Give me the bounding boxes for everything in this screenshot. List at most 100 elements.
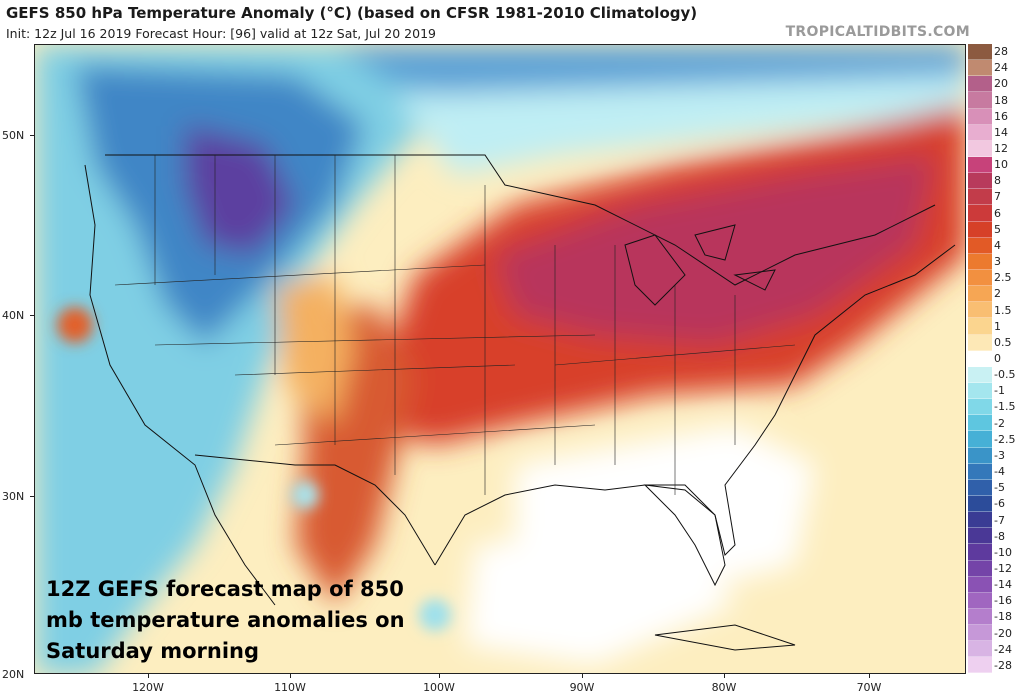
- lon-label-110w: 110W: [274, 681, 306, 694]
- colorbar-swatch: [968, 221, 992, 238]
- great-lakes: [624, 224, 776, 306]
- lat-label-50n: 50N: [2, 129, 25, 142]
- colorbar-label: 0: [994, 352, 1001, 365]
- colorbar-swatch: [968, 592, 992, 609]
- colorbar-label: -1.5: [994, 400, 1016, 414]
- colorbar-label: -5: [994, 481, 1005, 495]
- colorbar-label: 7: [994, 190, 1001, 204]
- colorbar-swatch: [968, 334, 992, 351]
- colorbar-label: -16: [994, 594, 1012, 608]
- colorbar-swatch: [968, 92, 992, 109]
- lat-tick: [30, 315, 34, 316]
- lon-tick: [724, 674, 725, 678]
- colorbar-label: -6: [994, 497, 1005, 511]
- colorbar-swatch: [968, 302, 992, 319]
- colorbar-label: 0.5: [994, 335, 1012, 349]
- colorbar-swatch: [968, 76, 992, 93]
- state-line-2: [114, 264, 796, 446]
- colorbar-swatch: [968, 495, 992, 513]
- lat-tick: [30, 135, 34, 136]
- colorbar-labels: 28 24 20 18 16 14 12 10 8 7 6 5 4 3 2.5 2 1.5 1 0.5 0 -0.5 -1…: [994, 44, 1024, 674]
- colorbar-swatch: [968, 156, 992, 174]
- lat-tick: [30, 496, 34, 497]
- detail-field: [57, 307, 451, 631]
- boundaries: [84, 154, 956, 651]
- west-coast: [84, 164, 276, 606]
- mexico-border: [194, 454, 436, 566]
- colorbar-label: -4: [994, 465, 1005, 479]
- colorbar-label: 16: [994, 109, 1008, 123]
- lon-label-80w: 80W: [711, 681, 737, 694]
- colorbar-swatch: [968, 447, 992, 464]
- colorbar-label: 1.5: [994, 303, 1012, 317]
- cuba-outline: [654, 624, 796, 651]
- colorbar-swatch: [968, 560, 992, 577]
- colorbar-label: -12: [994, 562, 1012, 575]
- colorbar-label: 3: [994, 255, 1001, 269]
- colorbar-label: -28: [994, 658, 1012, 672]
- lon-label-90w: 90W: [569, 681, 595, 694]
- map-title: GEFS 850 hPa Temperature Anomaly (°C) (b…: [6, 4, 698, 22]
- colorbar-swatch: [968, 253, 992, 270]
- colorbar-label: -2: [994, 416, 1005, 430]
- colorbar-swatch: [968, 479, 992, 496]
- lon-tick: [148, 674, 149, 678]
- colorbar-swatch: [968, 237, 992, 254]
- colorbar-swatch: [968, 399, 992, 416]
- colorbar-swatch: [968, 350, 992, 367]
- colorbar-swatch: [968, 366, 992, 383]
- warm-spot-california: [57, 307, 93, 343]
- colorbar-label: 14: [994, 125, 1008, 139]
- colorbar-label: 4: [994, 238, 1001, 252]
- colorbar-swatch: [968, 382, 992, 400]
- colorbar-swatch: [968, 286, 992, 303]
- colorbar-swatch: [968, 544, 992, 561]
- lat-label-40n: 40N: [2, 309, 25, 322]
- cool-spot-mexico: [419, 599, 451, 631]
- colorbar-swatch: [968, 657, 992, 674]
- lat-label-20n: 20N: [2, 668, 25, 681]
- colorbar-label: -0.5: [994, 368, 1016, 382]
- colorbar-swatch: [968, 641, 992, 658]
- colorbar-swatch: [968, 512, 992, 529]
- brand-watermark[interactable]: TROPICALTIDBITS.COM: [785, 24, 970, 40]
- colorbar-label: 8: [994, 174, 1001, 188]
- cool-anomaly-canada-band: [395, 75, 965, 175]
- state-line-1: [154, 155, 486, 495]
- lon-label-120w: 120W: [132, 681, 164, 694]
- gulf-coast: [434, 374, 796, 566]
- colorbar-label: 10: [994, 158, 1008, 172]
- colorbar-swatch: [968, 108, 992, 125]
- lat-label-30n: 30N: [2, 490, 25, 503]
- lon-label-70w: 70W: [856, 681, 882, 694]
- colorbar-label: -2.5: [994, 432, 1016, 446]
- colorbar-label: -20: [994, 626, 1012, 640]
- colorbar-swatch: [968, 44, 992, 61]
- colorbar-label: -18: [994, 610, 1012, 624]
- colorbar-swatch: [968, 60, 992, 77]
- colorbar-label: 5: [994, 222, 1001, 236]
- colorbar-swatch: [968, 140, 992, 157]
- lon-tick: [439, 674, 440, 678]
- colorbar-swatch: [968, 269, 992, 287]
- colorbar-swatch: [968, 463, 992, 480]
- florida-outline: [643, 484, 726, 587]
- lon-label-100w: 100W: [423, 681, 455, 694]
- colorbar-label: 1: [994, 319, 1001, 333]
- colorbar-label: -14: [994, 578, 1012, 592]
- colorbar-label: -1: [994, 384, 1005, 398]
- us-canada-border: [105, 154, 936, 286]
- map-caption: 12Z GEFS forecast map of 850 mb temperat…: [46, 577, 405, 663]
- colorbar-label: 24: [994, 61, 1008, 75]
- neutral-anomaly-gulf: [465, 525, 735, 665]
- colorbar-swatch: [968, 415, 992, 432]
- anomaly-map: [34, 44, 966, 674]
- warm-anomaly-core: [495, 155, 935, 345]
- colorbar-label: 2.5: [994, 271, 1012, 285]
- colorbar-label: 28: [994, 45, 1008, 59]
- colorbar-swatch: [968, 189, 992, 206]
- colorbar: [968, 44, 992, 674]
- lon-tick: [290, 674, 291, 678]
- cool-spot-baja: [291, 481, 319, 509]
- map-subtitle: Init: 12z Jul 16 2019 Forecast Hour: [96…: [6, 26, 436, 41]
